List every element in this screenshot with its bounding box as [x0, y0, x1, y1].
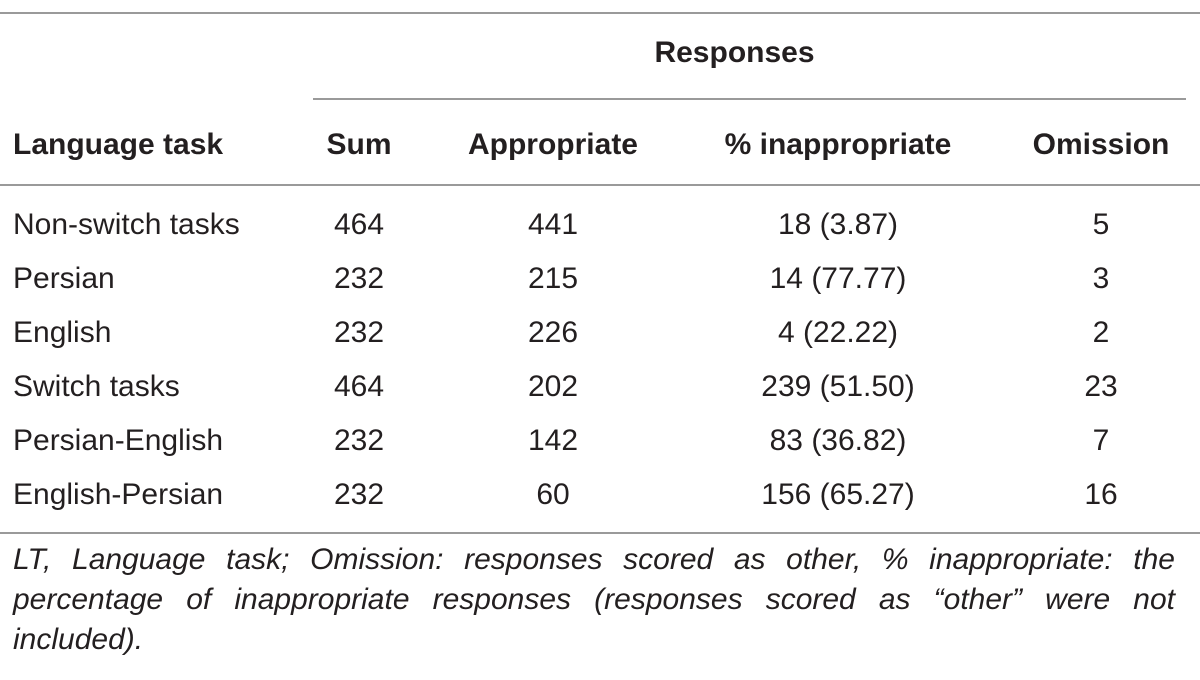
table-row: Persian 232 215 14 (77.77) 3 — [0, 252, 1200, 306]
cell-sum: 232 — [333, 316, 385, 349]
group-header-underline — [313, 98, 1186, 100]
cell-appropriate: 202 — [527, 370, 579, 403]
table-row: English 232 226 4 (22.22) 2 — [0, 306, 1200, 360]
group-header-responses: Responses — [654, 36, 815, 69]
cell-omission: 3 — [1092, 262, 1110, 295]
table-top-rule — [0, 12, 1200, 14]
header-bottom-rule — [0, 184, 1200, 186]
table-row: Persian-English 232 142 83 (36.82) 7 — [0, 414, 1200, 468]
cell-sum: 464 — [333, 208, 385, 241]
cell-language-task: Persian-English — [13, 424, 224, 457]
table-footnote: LT, Language task; Omission: responses s… — [13, 543, 1175, 656]
cell-sum: 232 — [333, 478, 385, 511]
cell-percent-inappropriate: 18 (3.87) — [777, 208, 899, 241]
cell-sum: 232 — [333, 262, 385, 295]
column-header-sum: Sum — [326, 128, 392, 161]
cell-percent-inappropriate: 83 (36.82) — [769, 424, 907, 457]
table-bottom-rule — [0, 532, 1200, 534]
cell-percent-inappropriate: 4 (22.22) — [777, 316, 899, 349]
cell-language-task: English-Persian — [13, 478, 224, 511]
table-row: English-Persian 232 60 156 (65.27) 16 — [0, 468, 1200, 522]
cell-language-task: Switch tasks — [13, 370, 180, 403]
cell-omission: 7 — [1092, 424, 1110, 457]
cell-appropriate: 226 — [527, 316, 579, 349]
cell-appropriate: 215 — [527, 262, 579, 295]
cell-omission: 2 — [1092, 316, 1110, 349]
column-header-percent-inappropriate: % inappropriate — [724, 128, 952, 161]
column-header-language-task: Language task — [13, 128, 224, 161]
cell-omission: 23 — [1084, 370, 1118, 403]
column-header-omission: Omission — [1032, 128, 1170, 161]
cell-appropriate: 142 — [527, 424, 579, 457]
table-row: Non-switch tasks 464 441 18 (3.87) 5 — [0, 198, 1200, 252]
cell-percent-inappropriate: 14 (77.77) — [769, 262, 907, 295]
cell-sum: 232 — [333, 424, 385, 457]
cell-language-task: Persian — [13, 262, 115, 295]
cell-omission: 16 — [1084, 478, 1118, 511]
table-row: Switch tasks 464 202 239 (51.50) 23 — [0, 360, 1200, 414]
cell-language-task: Non-switch tasks — [13, 208, 240, 241]
cell-appropriate: 441 — [527, 208, 579, 241]
column-header-appropriate: Appropriate — [467, 128, 638, 161]
cell-language-task: English — [13, 316, 112, 349]
cell-appropriate: 60 — [536, 478, 570, 511]
cell-percent-inappropriate: 239 (51.50) — [761, 370, 915, 403]
cell-sum: 464 — [333, 370, 385, 403]
cell-omission: 5 — [1092, 208, 1110, 241]
cell-percent-inappropriate: 156 (65.27) — [761, 478, 915, 511]
